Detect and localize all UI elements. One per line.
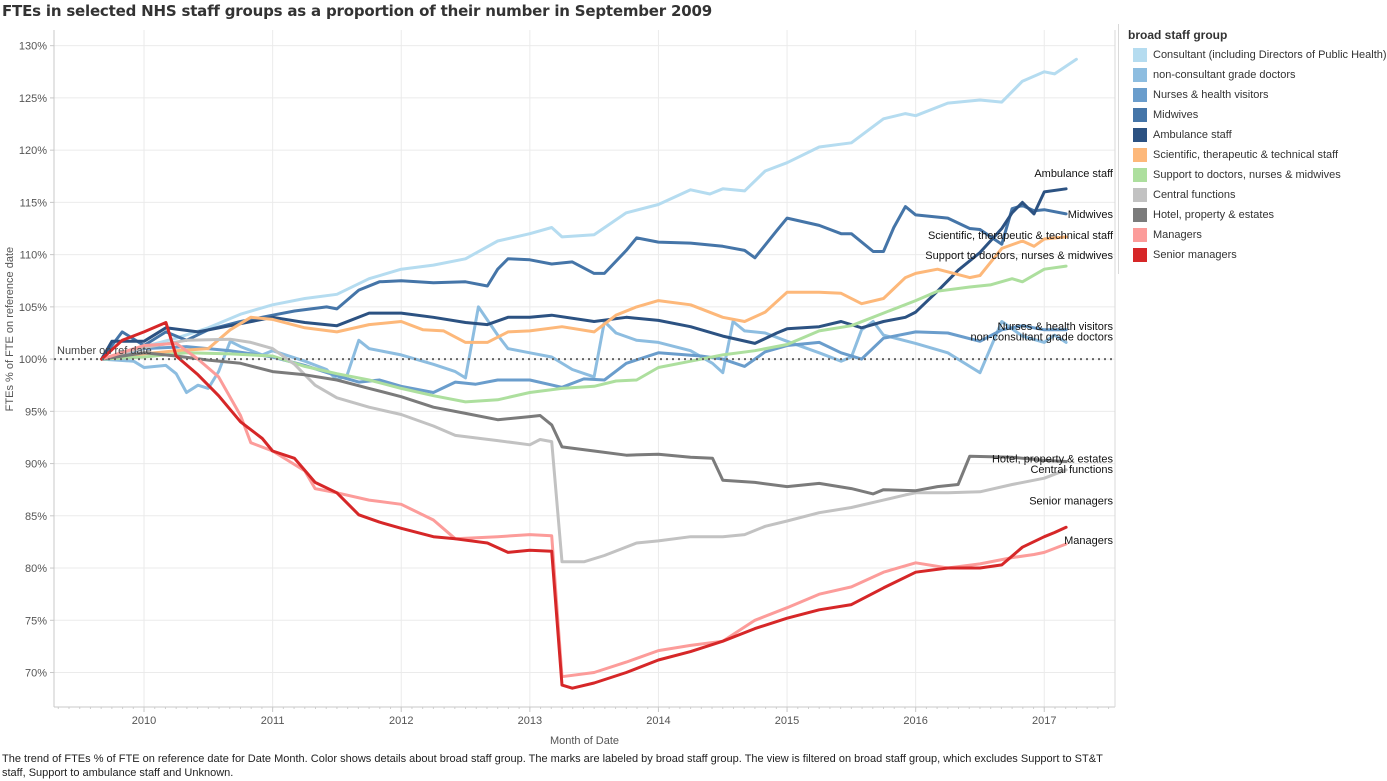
series-line[interactable] xyxy=(100,187,1068,361)
legend-label: Midwives xyxy=(1153,109,1199,121)
series-line[interactable] xyxy=(100,341,1068,679)
y-tick-label: 95% xyxy=(25,406,47,418)
legend: broad staff group Consultant (including … xyxy=(1118,24,1387,274)
y-tick-label: 125% xyxy=(19,93,47,105)
series-end-label: Nurses & health visitors xyxy=(997,321,1113,333)
legend-item[interactable]: Midwives xyxy=(1133,105,1387,125)
series-end-label: Central functions xyxy=(1030,464,1113,476)
legend-item[interactable]: Hotel, property & estates xyxy=(1133,205,1387,225)
series-line[interactable] xyxy=(100,305,1068,394)
legend-swatch xyxy=(1133,48,1147,62)
legend-label: Managers xyxy=(1153,229,1202,241)
legend-swatch xyxy=(1133,208,1147,222)
x-tick-label: 2015 xyxy=(775,715,799,727)
y-tick-label: 90% xyxy=(25,459,47,471)
line-chart: 70% 75% 80% 85% 90% 95% 100% 105% 110% 115% 120% 12… xyxy=(4,30,1116,747)
y-tick-label: 80% xyxy=(25,563,47,575)
y-tick-label: 75% xyxy=(25,615,47,627)
legend-label: Scientific, therapeutic & technical staf… xyxy=(1153,149,1339,161)
series-end-label: Scientific, therapeutic & technical staf… xyxy=(928,230,1114,242)
legend-swatch xyxy=(1133,168,1147,182)
y-tick-label: 70% xyxy=(25,668,47,680)
legend-title: broad staff group xyxy=(1128,28,1228,42)
legend-swatch xyxy=(1133,248,1147,262)
y-tick-label: 100% xyxy=(19,354,47,366)
legend-item[interactable]: Support to doctors, nurses & midwives xyxy=(1133,165,1387,185)
legend-item[interactable]: Central functions xyxy=(1133,185,1387,205)
x-tick-label: 2016 xyxy=(903,715,927,727)
legend-label: Support to doctors, nurses & midwives xyxy=(1153,169,1341,181)
legend-swatch xyxy=(1133,88,1147,102)
legend-label: Consultant (including Directors of Publi… xyxy=(1153,49,1387,61)
series-line[interactable] xyxy=(100,321,1068,690)
y-tick-label: 105% xyxy=(19,302,47,314)
series-end-labels: Number on ref dateConsultant (including … xyxy=(57,168,1114,547)
series-end-label: Support to doctors, nurses & midwives xyxy=(925,250,1113,262)
series-end-label: Ambulance staff xyxy=(1034,168,1114,180)
x-tick-label: 2017 xyxy=(1032,715,1056,727)
legend-swatch xyxy=(1133,68,1147,82)
legend-item[interactable]: Managers xyxy=(1133,225,1387,245)
legend-label: Nurses & health visitors xyxy=(1153,89,1269,101)
series-line[interactable] xyxy=(100,324,1068,394)
legend-item[interactable]: Ambulance staff xyxy=(1133,125,1387,145)
legend-swatch xyxy=(1133,108,1147,122)
y-tick-label: 85% xyxy=(25,511,47,523)
legend-swatch xyxy=(1133,148,1147,162)
x-tick-label: 2011 xyxy=(261,715,285,727)
legend-label: Hotel, property & estates xyxy=(1153,209,1275,221)
legend-label: non-consultant grade doctors xyxy=(1153,69,1296,81)
series-end-label: Managers xyxy=(1064,535,1113,547)
x-tick-label: 2012 xyxy=(389,715,413,727)
chart-caption: The trend of FTEs % of FTE on reference … xyxy=(2,753,1103,779)
legend-item[interactable]: Consultant (including Directors of Publi… xyxy=(1133,45,1387,65)
series-end-label: Midwives xyxy=(1068,209,1114,221)
reference-line-label: Number on ref date xyxy=(57,345,152,357)
legend-label: Senior managers xyxy=(1153,249,1237,261)
axes: 70% 75% 80% 85% 90% 95% 100% 105% 110% 115% 120% 12… xyxy=(4,30,1116,747)
series-lines xyxy=(54,57,1115,690)
legend-label: Central functions xyxy=(1153,189,1236,201)
series-line[interactable] xyxy=(100,57,1078,361)
legend-item[interactable]: Senior managers xyxy=(1133,245,1387,265)
series-end-label: non-consultant grade doctors xyxy=(971,331,1114,343)
series-line[interactable] xyxy=(100,337,1068,564)
legend-swatch xyxy=(1133,188,1147,202)
series-line[interactable] xyxy=(100,204,1068,361)
series-end-label: Hotel, property & estates xyxy=(992,453,1114,465)
chart-title: FTEs in selected NHS staff groups as a p… xyxy=(2,2,712,20)
x-tick-label: 2010 xyxy=(132,715,156,727)
y-tick-label: 130% xyxy=(19,41,47,53)
series-line[interactable] xyxy=(100,235,1068,361)
legend-item[interactable]: Scientific, therapeutic & technical staf… xyxy=(1133,145,1387,165)
y-tick-label: 120% xyxy=(19,145,47,157)
x-axis-title: Month of Date xyxy=(550,735,619,747)
legend-item[interactable]: non-consultant grade doctors xyxy=(1133,65,1387,85)
x-tick-label: 2013 xyxy=(518,715,542,727)
y-axis-title: FTEs % of FTE on reference date xyxy=(4,247,16,411)
legend-swatch xyxy=(1133,128,1147,142)
series-line[interactable] xyxy=(100,264,1068,404)
series-line[interactable] xyxy=(100,351,1068,496)
legend-swatch xyxy=(1133,228,1147,242)
series-end-label: Senior managers xyxy=(1029,495,1113,507)
legend-label: Ambulance staff xyxy=(1153,129,1232,141)
legend-item[interactable]: Nurses & health visitors xyxy=(1133,85,1387,105)
y-tick-label: 115% xyxy=(20,197,48,209)
x-tick-label: 2014 xyxy=(646,715,670,727)
gridlines xyxy=(54,30,1115,707)
y-tick-label: 110% xyxy=(20,250,48,262)
